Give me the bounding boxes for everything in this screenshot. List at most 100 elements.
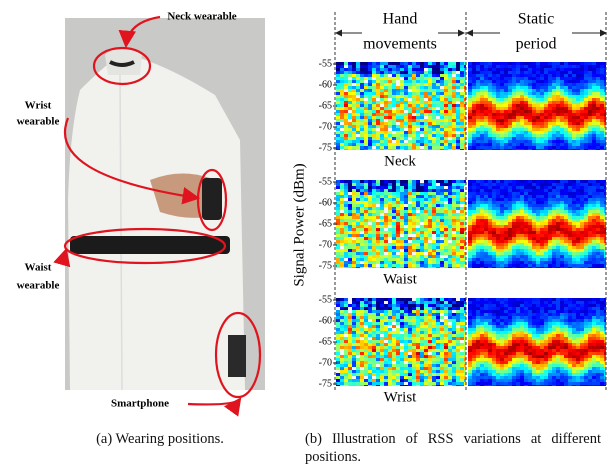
heat-cell [440, 113, 444, 116]
heat-cell [468, 216, 472, 219]
heat-cell [448, 346, 452, 349]
heat-cell [416, 80, 420, 83]
heat-cell [524, 89, 528, 92]
heat-cell [516, 125, 520, 128]
heat-cell [376, 301, 380, 304]
heat-cell [388, 183, 392, 186]
heat-cell [424, 116, 428, 119]
heat-cell [376, 213, 380, 216]
heat-cell [364, 213, 368, 216]
heat-cell [472, 183, 476, 186]
heat-cell [480, 116, 484, 119]
heat-cell [336, 249, 340, 252]
heat-cell [376, 310, 380, 313]
heat-cell [532, 134, 536, 137]
heat-cell [396, 340, 400, 343]
heat-cell [584, 65, 588, 68]
heat-cell [552, 137, 556, 140]
heat-cell [388, 307, 392, 310]
heat-cell [592, 255, 596, 258]
heat-cell [424, 89, 428, 92]
heat-cell [476, 195, 480, 198]
heat-cell [476, 134, 480, 137]
heat-cell [564, 201, 568, 204]
heat-cell [388, 140, 392, 143]
heat-cell [484, 240, 488, 243]
heat-cell [452, 137, 456, 140]
heat-cell [540, 119, 544, 122]
heat-cell [456, 186, 460, 189]
heat-cell [356, 77, 360, 80]
heat-cell [404, 137, 408, 140]
heat-cell [372, 71, 376, 74]
heat-cell [436, 146, 440, 149]
heat-cell [420, 213, 424, 216]
heat-cell [364, 325, 368, 328]
heat-cell [596, 258, 600, 261]
heat-cell [400, 125, 404, 128]
heat-cell [492, 149, 496, 150]
heat-cell [432, 240, 436, 243]
heat-cell [336, 98, 340, 101]
heat-cell [372, 222, 376, 225]
heat-cell [364, 119, 368, 122]
heat-cell [428, 243, 432, 246]
heat-cell [504, 140, 508, 143]
heat-cell [352, 192, 356, 195]
heat-cell [504, 107, 508, 110]
heat-cell [568, 237, 572, 240]
heat-cell [384, 83, 388, 86]
heat-cell [416, 204, 420, 207]
heat-cell [432, 252, 436, 255]
heat-cell [472, 246, 476, 249]
heat-cell [408, 228, 412, 231]
heat-cell [428, 180, 432, 183]
heat-cell [432, 352, 436, 355]
heat-cell [524, 95, 528, 98]
heat-cell [372, 340, 376, 343]
heat-cell [400, 207, 404, 210]
heat-cell [584, 213, 588, 216]
heat-cell [392, 328, 396, 331]
heat-cell [596, 122, 600, 125]
heat-cell [492, 204, 496, 207]
heat-cell [392, 337, 396, 340]
heat-cell [572, 222, 576, 225]
heat-cell [596, 210, 600, 213]
heat-cell [524, 68, 528, 71]
heat-cell [600, 213, 604, 216]
heat-cell [388, 89, 392, 92]
heat-cell [336, 140, 340, 143]
heat-cell [476, 119, 480, 122]
heat-cell [444, 346, 448, 349]
heat-cell [444, 125, 448, 128]
heat-cell [544, 180, 548, 183]
heat-cell [548, 122, 552, 125]
heat-cell [456, 204, 460, 207]
heat-cell [384, 328, 388, 331]
heat-cell [488, 219, 492, 222]
heat-cell [568, 86, 572, 89]
heat-cell [408, 83, 412, 86]
heat-cell [564, 68, 568, 71]
heat-cell [352, 340, 356, 343]
heat-cell [588, 195, 592, 198]
heat-cell [420, 219, 424, 222]
heat-cell [496, 222, 500, 225]
heat-cell [412, 110, 416, 113]
heat-cell [508, 246, 512, 249]
heat-cell [488, 98, 492, 101]
heat-cell [392, 331, 396, 334]
heat-cell [540, 186, 544, 189]
heat-cell [476, 243, 480, 246]
heat-cell [504, 110, 508, 113]
heat-cell [456, 71, 460, 74]
heat-cell [544, 189, 548, 192]
heat-cell [376, 107, 380, 110]
heat-cell [368, 195, 372, 198]
heat-cell [572, 119, 576, 122]
heat-cell [404, 355, 408, 358]
heat-cell [400, 322, 404, 325]
heat-cell [436, 343, 440, 346]
heat-cell [352, 358, 356, 361]
